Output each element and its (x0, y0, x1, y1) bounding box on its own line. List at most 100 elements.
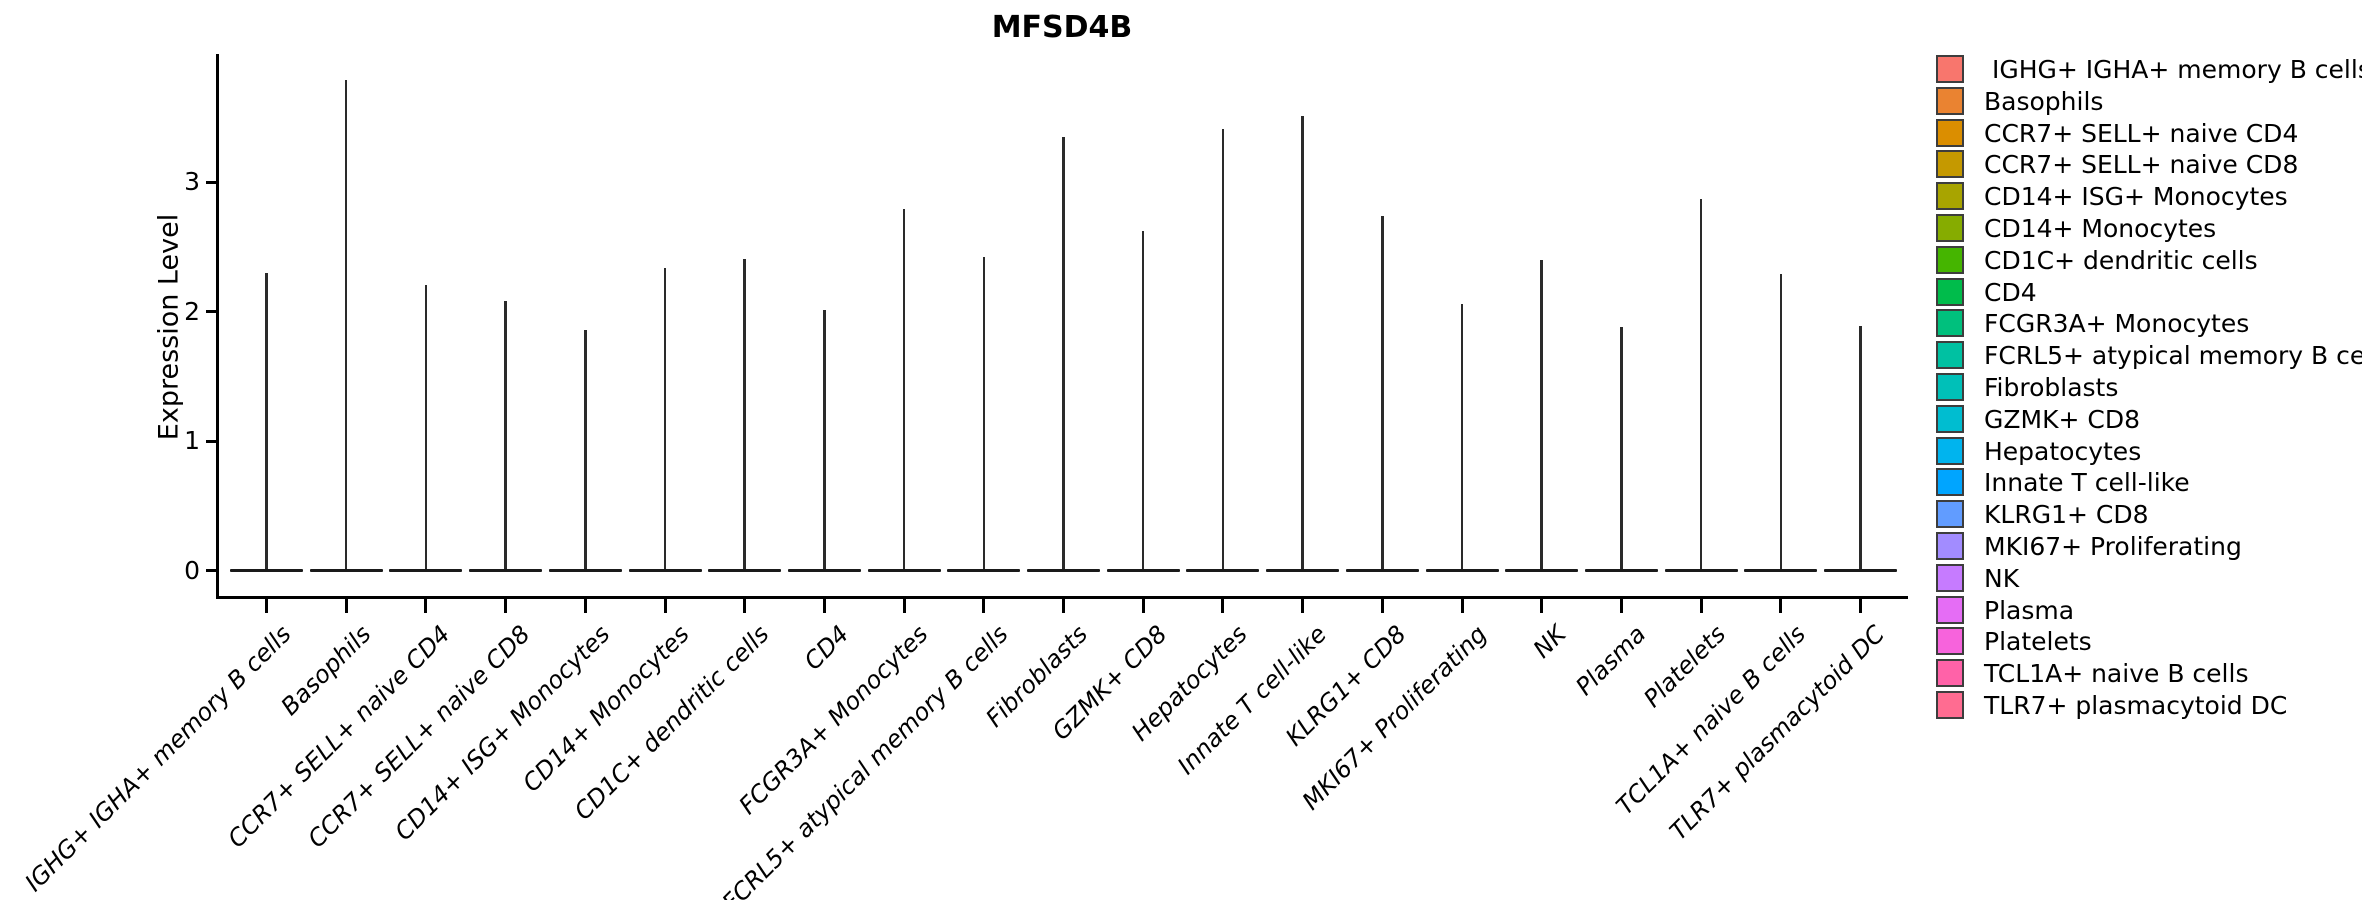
violin-spike (1221, 129, 1225, 571)
x-tick-mark (1699, 599, 1703, 613)
violin-base (1744, 568, 1818, 573)
legend-swatch (1936, 659, 1964, 688)
x-tick-mark (1779, 599, 1783, 613)
y-tick-mark (206, 439, 218, 443)
violin-base (1027, 568, 1100, 573)
violin-spike (265, 272, 268, 571)
violin-base (1186, 568, 1260, 573)
violin-base (1505, 568, 1579, 573)
legend-swatch (1936, 55, 1964, 83)
x-tick-label: Innate T cell-like (1172, 620, 1333, 780)
legend-swatch (1936, 86, 1964, 115)
violin-spike (1460, 303, 1464, 571)
x-tick-mark (743, 599, 747, 613)
x-tick-label: NK (1527, 620, 1572, 664)
legend-item-label: CD1C+ dendritic cells (1984, 245, 2258, 275)
y-tick-label: 3 (184, 167, 200, 197)
violin-spike (1859, 325, 1862, 571)
x-tick-mark (1380, 599, 1384, 613)
violin-spike (344, 80, 348, 571)
violin-spike (1141, 231, 1145, 571)
violin-spike (1062, 137, 1065, 571)
legend-swatch (1936, 563, 1964, 592)
legend-swatch (1936, 691, 1964, 719)
x-tick-mark (1619, 599, 1623, 613)
y-tick-label: 1 (184, 426, 200, 456)
x-tick-mark (663, 599, 667, 613)
y-tick-mark (206, 180, 218, 184)
y-tick-mark (206, 569, 218, 572)
legend-item-label: FCRL5+ atypical memory B cells (1984, 341, 2362, 371)
legend-item-label: Innate T cell-like (1984, 468, 2190, 498)
legend-swatch (1936, 468, 1964, 497)
violin-spike (823, 310, 826, 571)
violin-spike (743, 258, 746, 571)
violin-spike (902, 209, 906, 571)
x-tick-mark (424, 599, 428, 613)
violin-base (230, 568, 303, 573)
violin-base (947, 568, 1021, 573)
legend-item-label: IGHG+ IGHA+ memory B cells (1984, 55, 2362, 84)
legend-item-label: CCR7+ SELL+ naive CD8 (1984, 150, 2299, 180)
legend-swatch (1936, 627, 1964, 656)
violin-base (1425, 568, 1499, 573)
violin-base (1824, 568, 1897, 573)
y-axis-line (216, 54, 219, 599)
legend-swatch (1936, 245, 1964, 274)
x-tick-mark (1540, 599, 1544, 613)
legend-item-label: TLR7+ plasmacytoid DC (1984, 691, 2288, 720)
violin-base (628, 568, 702, 573)
violin-spike (1540, 259, 1543, 571)
x-tick-mark (504, 599, 508, 613)
legend-swatch (1936, 595, 1964, 624)
legend-item-label: NK (1984, 563, 2020, 593)
legend-item-label: Basophils (1984, 86, 2104, 116)
x-tick-mark (1221, 599, 1225, 613)
violin-spike (504, 301, 507, 571)
x-tick-mark (265, 599, 268, 613)
legend-item-label: CD14+ Monocytes (1984, 214, 2217, 243)
legend-swatch (1936, 532, 1964, 560)
y-tick-label: 0 (184, 555, 200, 585)
legend-swatch (1936, 118, 1964, 147)
legend-swatch (1936, 309, 1964, 338)
violin-base (389, 568, 463, 573)
y-tick-mark (206, 310, 218, 314)
x-tick-mark (982, 599, 986, 613)
x-tick-label: IGHG+ IGHA+ memory B cells (19, 620, 297, 898)
violin-base (1106, 568, 1180, 573)
legend-swatch (1936, 500, 1964, 529)
violin-base (469, 568, 543, 573)
legend-item-label: KLRG1+ CD8 (1984, 500, 2149, 530)
legend-item-label: CCR7+ SELL+ naive CD4 (1984, 118, 2299, 148)
legend-swatch (1936, 373, 1964, 401)
legend-swatch (1936, 277, 1964, 306)
chart-title: MFSD4B (991, 10, 1133, 45)
y-tick-label: 2 (184, 296, 200, 326)
violin-spike (1699, 199, 1703, 571)
legend-swatch (1936, 436, 1964, 465)
x-tick-mark (583, 599, 587, 613)
legend-item-label: Platelets (1984, 627, 2092, 657)
legend-item-label: MKI67+ Proliferating (1984, 532, 2242, 561)
x-tick-mark (822, 599, 826, 613)
x-tick-label: CD4 (798, 620, 855, 676)
violin-base (1266, 568, 1340, 573)
violin-base (708, 568, 782, 573)
violin-spike (1779, 274, 1783, 571)
legend-item-label: CD14+ ISG+ Monocytes (1984, 182, 2288, 212)
x-tick-mark (902, 599, 906, 613)
violin-base (1584, 568, 1658, 573)
legend-swatch (1936, 214, 1964, 242)
x-tick-label: Plasma (1570, 620, 1652, 701)
legend-swatch (1936, 404, 1964, 433)
violin-base (1664, 568, 1738, 573)
violin-spike (1301, 116, 1304, 571)
legend-swatch (1936, 341, 1964, 370)
legend-item-label: CD4 (1984, 277, 2037, 307)
violin-base (867, 568, 941, 573)
violin-spike (424, 284, 428, 571)
legend-item-label: FCGR3A+ Monocytes (1984, 309, 2250, 339)
legend-item-label: Plasma (1984, 595, 2075, 625)
